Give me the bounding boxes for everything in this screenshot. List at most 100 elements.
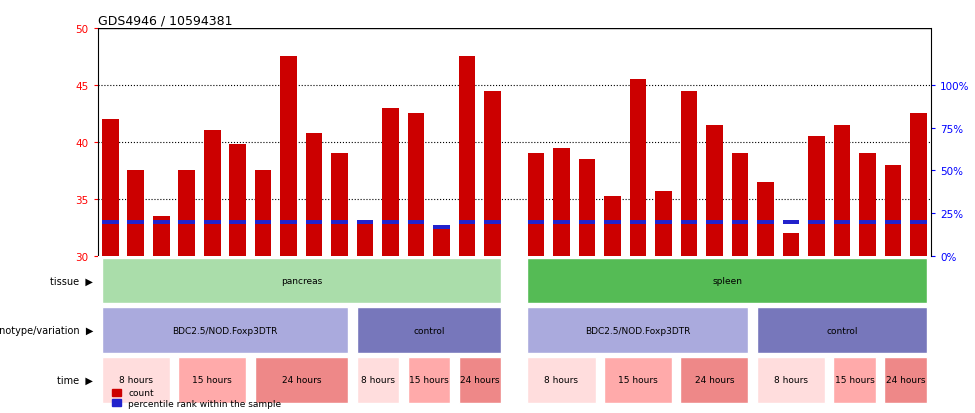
Text: control: control: [413, 326, 445, 335]
Bar: [604, 357, 672, 403]
Bar: [910, 220, 926, 224]
Text: BDC2.5/NOD.Foxp3DTR: BDC2.5/NOD.Foxp3DTR: [585, 326, 690, 335]
Bar: [681, 91, 697, 256]
Bar: [229, 220, 246, 224]
Bar: [153, 220, 170, 224]
Bar: [553, 220, 569, 224]
Bar: [101, 258, 501, 304]
Bar: [459, 57, 476, 256]
Text: 15 hours: 15 hours: [410, 375, 449, 385]
Text: 15 hours: 15 hours: [835, 375, 875, 385]
Bar: [884, 357, 927, 403]
Bar: [128, 171, 144, 256]
Bar: [655, 191, 672, 256]
Bar: [527, 220, 544, 224]
Bar: [553, 148, 569, 256]
Bar: [731, 220, 748, 224]
Bar: [527, 154, 544, 256]
Bar: [910, 114, 926, 256]
Bar: [834, 220, 850, 224]
Bar: [808, 137, 825, 256]
Bar: [254, 171, 271, 256]
Bar: [630, 80, 646, 256]
Text: 8 hours: 8 hours: [361, 375, 395, 385]
Bar: [783, 233, 800, 256]
Bar: [527, 258, 927, 304]
Bar: [655, 220, 672, 224]
Bar: [332, 220, 348, 224]
Bar: [178, 220, 195, 224]
Bar: [527, 308, 749, 353]
Bar: [604, 220, 621, 224]
Bar: [604, 197, 621, 256]
Text: 8 hours: 8 hours: [774, 375, 808, 385]
Bar: [101, 308, 348, 353]
Bar: [758, 182, 774, 256]
Bar: [357, 308, 501, 353]
Bar: [808, 220, 825, 224]
Bar: [681, 220, 697, 224]
Bar: [306, 220, 323, 224]
Bar: [706, 126, 722, 256]
Bar: [485, 220, 501, 224]
Bar: [357, 220, 373, 224]
Bar: [178, 171, 195, 256]
Bar: [382, 220, 399, 224]
Text: spleen: spleen: [712, 276, 742, 285]
Bar: [834, 357, 876, 403]
Bar: [281, 220, 297, 224]
Bar: [382, 108, 399, 256]
Text: control: control: [826, 326, 858, 335]
Text: 8 hours: 8 hours: [544, 375, 578, 385]
Bar: [757, 308, 927, 353]
Bar: [527, 357, 596, 403]
Bar: [859, 220, 876, 224]
Bar: [408, 357, 450, 403]
Bar: [579, 159, 596, 256]
Bar: [101, 357, 170, 403]
Legend: count, percentile rank within the sample: count, percentile rank within the sample: [112, 388, 281, 408]
Text: 8 hours: 8 hours: [119, 375, 153, 385]
Bar: [758, 220, 774, 224]
Bar: [178, 357, 247, 403]
Bar: [459, 220, 476, 224]
Text: pancreas: pancreas: [281, 276, 322, 285]
Bar: [204, 131, 220, 256]
Text: 24 hours: 24 hours: [886, 375, 925, 385]
Text: BDC2.5/NOD.Foxp3DTR: BDC2.5/NOD.Foxp3DTR: [173, 326, 278, 335]
Bar: [408, 220, 424, 224]
Bar: [681, 357, 749, 403]
Bar: [153, 216, 170, 256]
Text: 15 hours: 15 hours: [618, 375, 658, 385]
Text: 24 hours: 24 hours: [694, 375, 734, 385]
Bar: [731, 154, 748, 256]
Bar: [128, 220, 144, 224]
Bar: [357, 222, 373, 256]
Bar: [102, 220, 119, 224]
Text: tissue  ▶: tissue ▶: [51, 276, 94, 286]
Bar: [254, 357, 348, 403]
Text: 24 hours: 24 hours: [282, 375, 321, 385]
Bar: [102, 120, 119, 256]
Text: 24 hours: 24 hours: [460, 375, 499, 385]
Bar: [229, 145, 246, 256]
Bar: [306, 133, 323, 256]
Bar: [859, 154, 876, 256]
Text: time  ▶: time ▶: [58, 375, 94, 385]
Text: GDS4946 / 10594381: GDS4946 / 10594381: [98, 15, 232, 28]
Bar: [281, 57, 297, 256]
Bar: [204, 220, 220, 224]
Bar: [408, 114, 424, 256]
Bar: [630, 220, 646, 224]
Bar: [458, 357, 501, 403]
Bar: [884, 165, 901, 256]
Bar: [332, 154, 348, 256]
Bar: [433, 225, 449, 230]
Bar: [485, 91, 501, 256]
Bar: [884, 220, 901, 224]
Bar: [579, 220, 596, 224]
Bar: [706, 220, 722, 224]
Bar: [357, 357, 399, 403]
Text: 15 hours: 15 hours: [192, 375, 232, 385]
Bar: [783, 220, 800, 224]
